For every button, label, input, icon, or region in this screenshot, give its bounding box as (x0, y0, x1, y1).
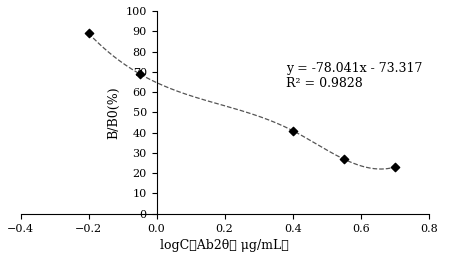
Point (289, 128, 296, 133)
Point (340, 157, 347, 161)
Point (136, 72, 143, 76)
X-axis label: logC（Ab2θ， μg/mL）: logC（Ab2θ， μg/mL） (160, 239, 289, 252)
Point (391, 165, 398, 169)
Point (85, 31, 92, 35)
Y-axis label: B/B0(%): B/B0(%) (107, 86, 120, 139)
Text: y = -78.041x - 73.317
R² = 0.9828: y = -78.041x - 73.317 R² = 0.9828 (286, 62, 422, 90)
